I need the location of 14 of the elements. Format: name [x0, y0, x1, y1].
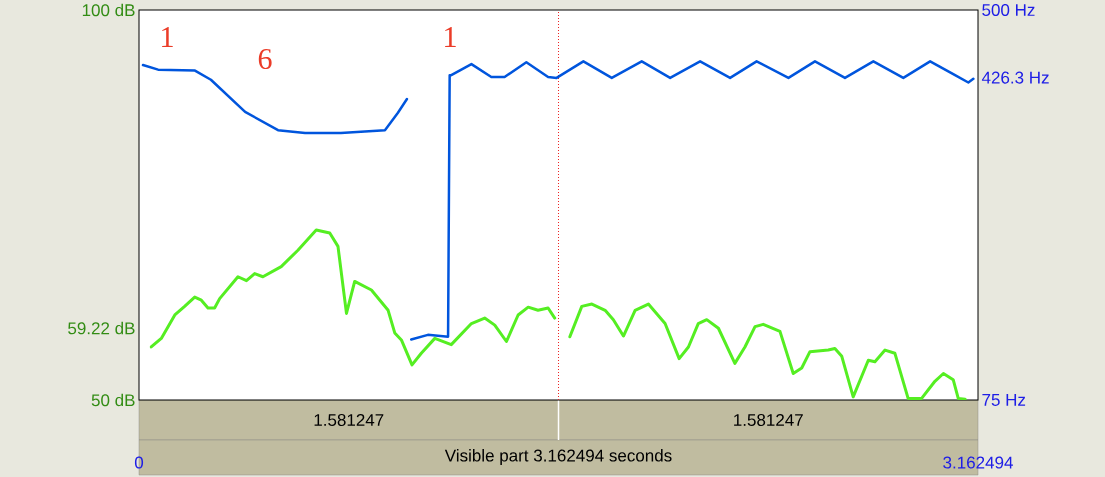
- annotation: 6: [258, 48, 272, 70]
- y2-tick-label: 500 Hz: [982, 3, 1035, 17]
- x-tick-label: 3.162494: [943, 456, 1013, 469]
- y-tick-label: 59.22 dB: [68, 321, 135, 335]
- x-axis-title: Visible part 3.162494 seconds: [444, 449, 672, 465]
- y2-tick-label: 426.3 Hz: [981, 71, 1049, 84]
- annotation: 1: [445, 27, 456, 47]
- y-tick-label: 50 dB: [91, 393, 135, 407]
- annotation: 1: [162, 27, 173, 47]
- y-tick-label: 100 dB: [82, 3, 135, 17]
- y2-tick-label: 75 Hz: [982, 394, 1026, 406]
- x-tick-label: 0: [134, 456, 144, 469]
- text: 1.581247: [734, 413, 803, 427]
- text: 1.581247: [314, 413, 384, 427]
